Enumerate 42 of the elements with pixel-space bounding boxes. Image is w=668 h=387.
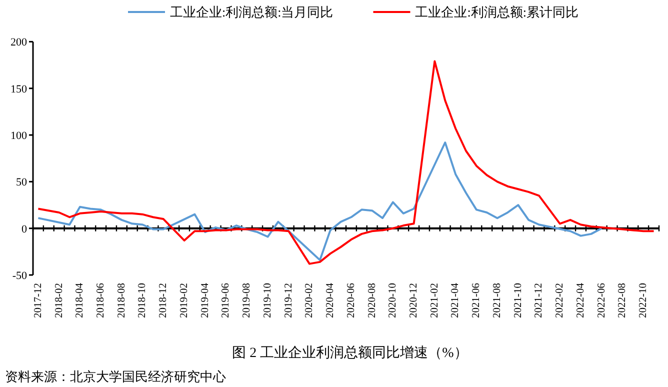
x-tick-label: 2022-02 (554, 283, 566, 318)
x-tick-label: 2022-04 (575, 282, 586, 318)
x-tick-label: 2020-08 (366, 283, 378, 318)
x-tick-label: 2020-06 (346, 283, 357, 318)
x-tick-label: 2019-12 (283, 283, 294, 318)
x-tick-label: 2021-06 (471, 283, 482, 318)
x-tick-label: 2019-02 (178, 283, 190, 318)
line-series (37, 60, 655, 265)
y-tick-label: 200 (10, 36, 28, 49)
x-tick-label: 2022-08 (617, 283, 628, 318)
y-tick-label: -50 (12, 270, 28, 282)
text: 资料来源：北京大学国民经济研究中心 (5, 369, 226, 384)
x-tick-label: 2018-10 (137, 283, 148, 318)
x-tick-label: 2018-12 (158, 283, 170, 318)
y-tick-label: 150 (10, 83, 28, 96)
line-series (37, 141, 603, 262)
legend-label: 工业企业:利润总额:当月同比 (170, 4, 334, 20)
y-tick-label: 50 (16, 176, 28, 189)
x-tick-label: 2018-02 (54, 283, 65, 318)
x-tick-label: 2020-02 (304, 283, 316, 318)
x-tick-label: 2022-06 (596, 283, 608, 318)
x-tick-label: 2021-10 (512, 283, 524, 318)
x-tick-label: 2020-04 (325, 282, 336, 318)
legend-label: 工业企业:利润总额:累计同比 (415, 4, 578, 20)
x-tick-label: 2019-10 (262, 283, 274, 318)
x-tick-label: 2021-12 (534, 283, 545, 318)
x-tick-label: 2021-02 (429, 283, 440, 318)
x-tick-label: 2019-08 (242, 283, 253, 318)
x-tick-label: 2020-10 (388, 283, 399, 318)
x-tick-label: 2019-06 (220, 283, 232, 318)
x-tick-label: 2021-04 (450, 282, 462, 318)
x-tick-label: 2019-04 (200, 282, 211, 318)
x-tick-label: 2022-10 (638, 283, 650, 318)
text: 图 2 工业企业利润总额同比增速（%） (232, 345, 468, 361)
x-tick-label: 2018-04 (74, 282, 86, 318)
x-tick-label: 2017-12 (32, 283, 44, 318)
x-tick-label: 2018-06 (95, 283, 106, 318)
y-tick-label: 0 (22, 223, 28, 236)
x-tick-label: 2021-08 (492, 283, 503, 318)
x-tick-label: 2020-12 (408, 283, 420, 318)
y-tick-label: 100 (10, 130, 28, 142)
x-tick-label: 2018-08 (116, 283, 128, 318)
